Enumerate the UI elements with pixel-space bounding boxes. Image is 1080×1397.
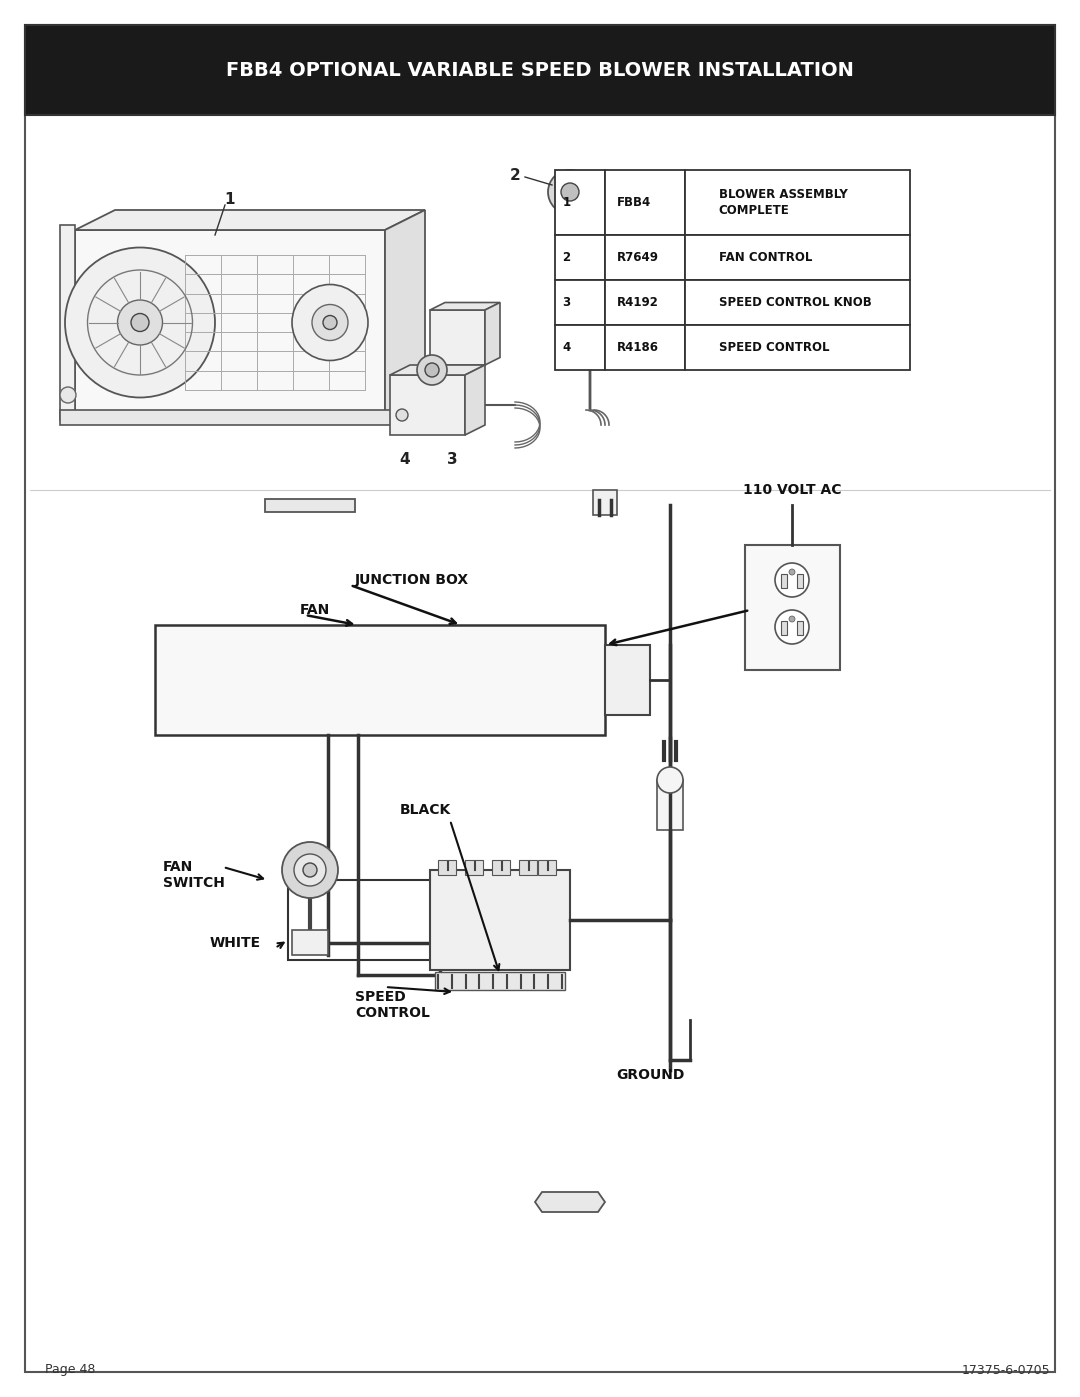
Bar [685,170,910,235]
Text: 3: 3 [447,453,457,468]
Text: WHITE: WHITE [210,936,261,950]
Text: GROUND: GROUND [616,1067,685,1083]
Bar [605,326,685,370]
Bar [605,645,650,715]
Bar [60,409,435,425]
Circle shape [561,183,579,201]
Bar [605,279,685,326]
Polygon shape [465,365,485,434]
Text: JUNCTION BOX: JUNCTION BOX [355,573,469,587]
Text: 3: 3 [563,296,570,309]
Circle shape [65,247,215,398]
Circle shape [548,170,592,214]
Polygon shape [390,365,485,374]
Bar [430,870,570,970]
Text: BLOWER ASSEMBLY
COMPLETE: BLOWER ASSEMBLY COMPLETE [719,189,848,217]
Text: SPEED CONTROL KNOB: SPEED CONTROL KNOB [719,296,872,309]
Bar [685,326,910,370]
Bar [156,624,605,735]
Circle shape [789,616,795,622]
Bar [288,880,450,960]
Bar [685,279,910,326]
Bar [605,235,685,279]
Bar [593,490,617,515]
Polygon shape [535,1192,605,1213]
Bar [797,622,804,636]
Bar [519,861,537,875]
Bar [492,861,510,875]
Text: FBB4 OPTIONAL VARIABLE SPEED BLOWER INSTALLATION: FBB4 OPTIONAL VARIABLE SPEED BLOWER INST… [226,60,854,80]
Text: 1: 1 [563,196,570,210]
Text: 17375-6-0705: 17375-6-0705 [961,1363,1050,1376]
Bar [555,235,605,279]
Bar [435,972,565,990]
Bar [25,25,1055,115]
Circle shape [303,863,318,877]
Bar [657,780,683,830]
Circle shape [775,563,809,597]
Text: FAN: FAN [300,604,330,617]
Circle shape [789,569,795,576]
Polygon shape [485,303,500,365]
Text: FBB4: FBB4 [617,196,651,210]
Circle shape [657,767,683,793]
Text: 2: 2 [510,168,521,183]
Circle shape [417,355,447,386]
Bar [465,861,483,875]
Text: SPEED
CONTROL: SPEED CONTROL [355,990,430,1020]
Circle shape [396,409,408,420]
Bar [555,279,605,326]
Bar [292,930,328,956]
Text: FAN CONTROL: FAN CONTROL [719,251,812,264]
Bar [745,545,840,671]
Circle shape [426,363,438,377]
Bar [685,235,910,279]
Text: 2: 2 [563,251,570,264]
Text: R4186: R4186 [617,341,659,353]
Text: R4192: R4192 [617,296,659,309]
Bar [390,374,465,434]
Circle shape [282,842,338,898]
Bar [60,225,75,420]
Bar [781,574,787,588]
Polygon shape [75,210,426,231]
Circle shape [131,313,149,331]
Circle shape [292,285,368,360]
Polygon shape [430,303,500,310]
Bar [781,622,787,636]
Bar [430,310,485,365]
Bar [75,231,384,415]
Text: SPEED CONTROL: SPEED CONTROL [719,341,829,353]
Bar [538,861,556,875]
Text: Page 48: Page 48 [45,1363,95,1376]
Circle shape [294,854,326,886]
Circle shape [118,300,162,345]
Text: 1: 1 [225,193,235,208]
Text: FAN
SWITCH: FAN SWITCH [163,861,225,890]
Bar [605,170,685,235]
Text: 110 VOLT AC: 110 VOLT AC [743,483,841,497]
Bar [555,170,605,235]
Polygon shape [384,210,426,415]
Circle shape [312,305,348,341]
Text: 4: 4 [400,453,410,468]
Bar [438,861,456,875]
Circle shape [323,316,337,330]
Polygon shape [265,499,355,511]
Bar [555,326,605,370]
Text: BLACK: BLACK [400,803,451,817]
Text: 4: 4 [563,341,570,353]
Circle shape [60,387,76,402]
Circle shape [775,610,809,644]
Text: R7649: R7649 [617,251,659,264]
Bar [797,574,804,588]
